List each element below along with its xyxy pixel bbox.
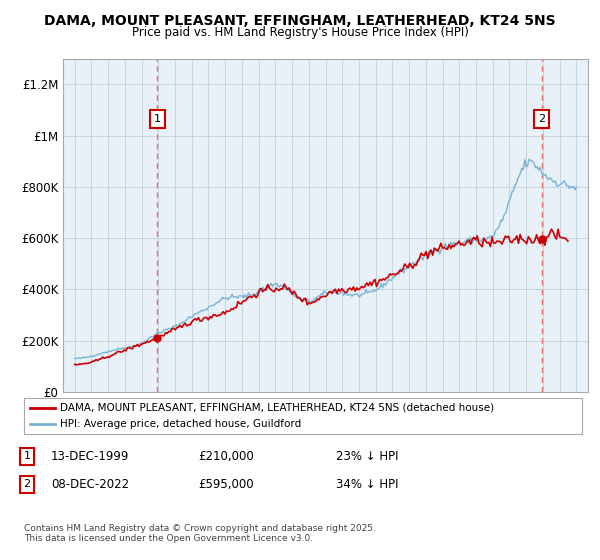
Text: 34% ↓ HPI: 34% ↓ HPI xyxy=(336,478,398,491)
Text: £595,000: £595,000 xyxy=(198,478,254,491)
Text: DAMA, MOUNT PLEASANT, EFFINGHAM, LEATHERHEAD, KT24 5NS: DAMA, MOUNT PLEASANT, EFFINGHAM, LEATHER… xyxy=(44,14,556,28)
Text: HPI: Average price, detached house, Guildford: HPI: Average price, detached house, Guil… xyxy=(60,419,302,429)
Text: 2: 2 xyxy=(538,114,545,124)
Text: DAMA, MOUNT PLEASANT, EFFINGHAM, LEATHERHEAD, KT24 5NS (detached house): DAMA, MOUNT PLEASANT, EFFINGHAM, LEATHER… xyxy=(60,403,494,413)
Text: 1: 1 xyxy=(154,114,161,124)
Text: £210,000: £210,000 xyxy=(198,450,254,463)
Text: 1: 1 xyxy=(23,451,31,461)
Text: 13-DEC-1999: 13-DEC-1999 xyxy=(51,450,130,463)
Text: 23% ↓ HPI: 23% ↓ HPI xyxy=(336,450,398,463)
Text: 08-DEC-2022: 08-DEC-2022 xyxy=(51,478,129,491)
Text: 2: 2 xyxy=(23,479,31,489)
Text: Contains HM Land Registry data © Crown copyright and database right 2025.
This d: Contains HM Land Registry data © Crown c… xyxy=(24,524,376,543)
Text: Price paid vs. HM Land Registry's House Price Index (HPI): Price paid vs. HM Land Registry's House … xyxy=(131,26,469,39)
